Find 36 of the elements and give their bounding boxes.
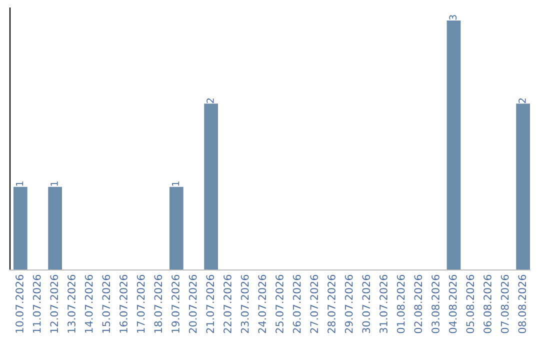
data-label: 1 (172, 182, 180, 186)
x-tick-label: 10.07.2026 (16, 274, 24, 333)
data-label: 2 (518, 98, 526, 103)
x-tick-label: 23.07.2026 (240, 274, 249, 334)
x-tick-label: 17.07.2026 (136, 274, 145, 333)
x-tick-label: 01.08.2026 (396, 274, 405, 334)
x-tick-label: 11.07.2026 (32, 274, 41, 333)
x-tick-label: 25.07.2026 (276, 274, 284, 334)
x-tick-label: 07.08.2026 (500, 274, 509, 334)
x-tick-label: 18.07.2026 (154, 274, 162, 333)
x-tick-label: 06.08.2026 (484, 274, 492, 334)
x-tick-label: 31.07.2026 (380, 274, 388, 334)
x-tick-label: 30.07.2026 (362, 274, 370, 334)
x-tick-label: 19.07.2026 (172, 274, 180, 333)
x-tick-label: 05.08.2026 (466, 274, 474, 334)
x-tick-label: 13.07.2026 (68, 274, 76, 333)
x-tick-label: 24.07.2026 (258, 274, 266, 334)
x-tick-label: 26.07.2026 (292, 274, 301, 334)
x-tick-label: 22.07.2026 (224, 274, 232, 334)
x-tick-label: 16.07.2026 (120, 274, 128, 333)
x-tick-label: 02.08.2026 (414, 274, 422, 334)
data-label: 2 (206, 98, 214, 103)
x-tick-label: 29.07.2026 (344, 274, 353, 334)
x-tick-label: 15.07.2026 (102, 274, 110, 333)
x-tick-label: 04.08.2026 (448, 274, 457, 334)
data-label: 3 (449, 15, 457, 20)
x-tick-label: 08.08.2026 (518, 274, 526, 334)
x-tick-label: 28.07.2026 (328, 274, 336, 334)
x-tick-label: 12.07.2026 (50, 274, 58, 333)
x-tick-label: 20.07.2026 (188, 274, 197, 334)
x-tick-label: 27.07.2026 (310, 274, 318, 334)
x-tick-label: 14.07.2026 (84, 274, 93, 333)
x-tick-label: 03.08.2026 (432, 274, 440, 334)
data-label: 1 (16, 182, 24, 186)
data-label: 1 (50, 182, 58, 186)
x-tick-label: 21.07.2026 (206, 274, 214, 334)
